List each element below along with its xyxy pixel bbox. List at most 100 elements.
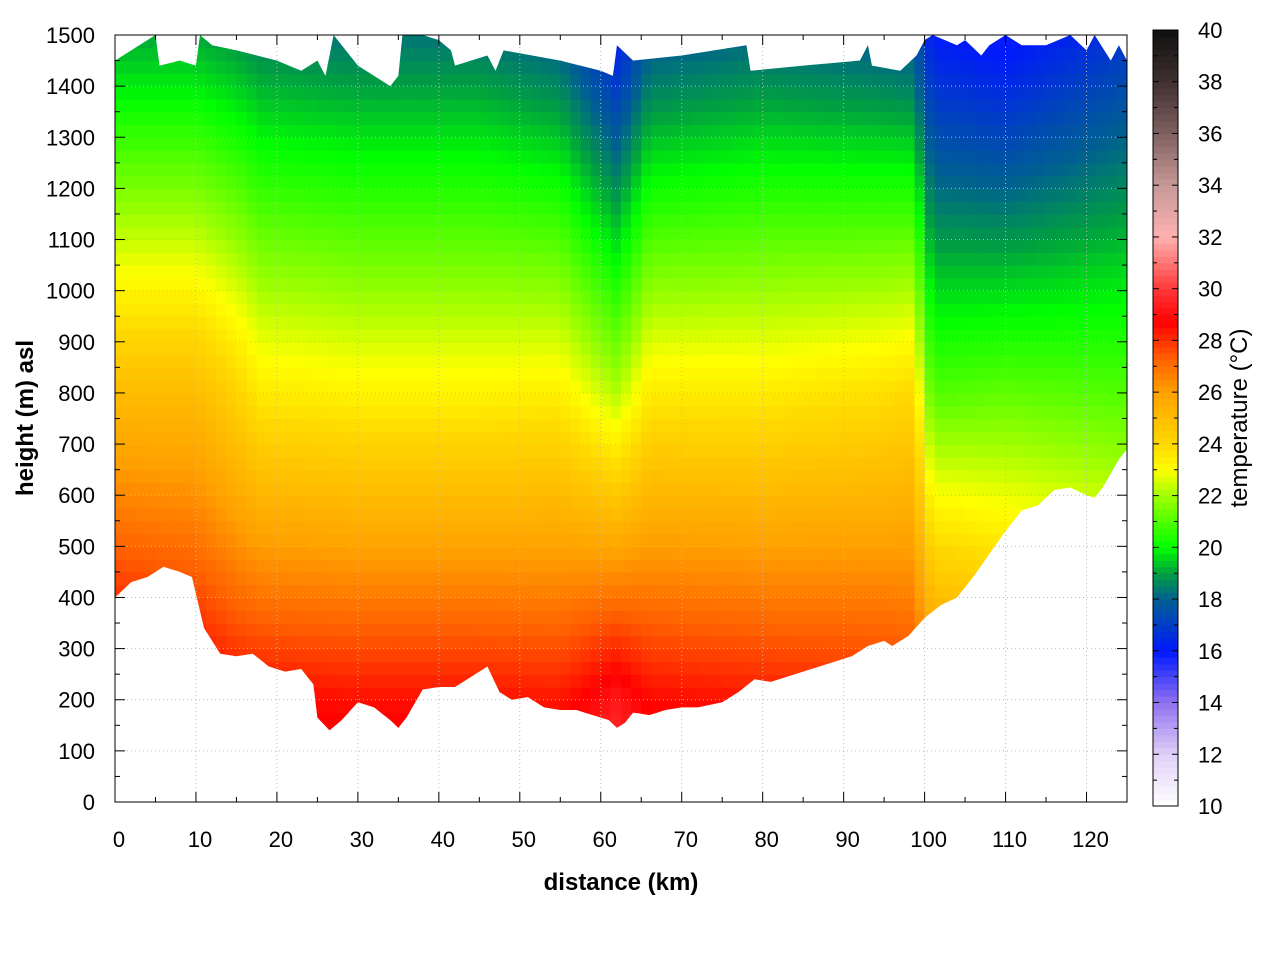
heatmap-cell xyxy=(125,687,136,700)
heatmap-cell xyxy=(864,482,875,495)
heatmap-cell xyxy=(206,176,217,189)
heatmap-cell xyxy=(915,214,926,227)
heatmap-cell xyxy=(550,700,561,713)
heatmap-cell xyxy=(965,495,976,508)
heatmap-cell xyxy=(277,176,288,189)
heatmap-cell xyxy=(874,163,885,176)
heatmap-cell xyxy=(651,99,662,112)
heatmap-cell xyxy=(935,431,946,444)
heatmap-cell xyxy=(803,137,814,150)
heatmap-cell xyxy=(206,355,217,368)
heatmap-cell xyxy=(176,546,187,559)
heatmap-cell xyxy=(226,125,237,138)
heatmap-cell xyxy=(995,137,1006,150)
heatmap-cell xyxy=(409,495,420,508)
heatmap-cell xyxy=(935,342,946,355)
heatmap-cell xyxy=(884,150,895,163)
heatmap-cell xyxy=(257,201,268,214)
heatmap-cell xyxy=(378,137,389,150)
heatmap-cell xyxy=(904,508,915,521)
heatmap-cell xyxy=(570,610,581,623)
heatmap-cell xyxy=(803,534,814,547)
heatmap-cell xyxy=(196,661,207,674)
heatmap-cell xyxy=(530,636,541,649)
heatmap-cell xyxy=(449,35,460,48)
heatmap-cell xyxy=(773,214,784,227)
heatmap-cell xyxy=(409,393,420,406)
heatmap-cell xyxy=(935,572,946,585)
heatmap-cell xyxy=(510,86,521,99)
heatmap-cell xyxy=(236,35,247,48)
heatmap-cell xyxy=(419,125,430,138)
heatmap-cell xyxy=(277,112,288,125)
heatmap-cell xyxy=(419,265,430,278)
heatmap-cell xyxy=(338,99,349,112)
heatmap-cell xyxy=(854,559,865,572)
heatmap-cell xyxy=(489,687,500,700)
heatmap-cell xyxy=(216,406,227,419)
heatmap-cell xyxy=(479,163,490,176)
heatmap-cell xyxy=(520,687,531,700)
heatmap-cell xyxy=(955,86,966,99)
heatmap-cell xyxy=(560,278,571,291)
heatmap-cell xyxy=(975,252,986,265)
heatmap-cell xyxy=(307,393,318,406)
heatmap-cell xyxy=(206,508,217,521)
heatmap-cell xyxy=(449,572,460,585)
heatmap-cell xyxy=(742,534,753,547)
heatmap-cell xyxy=(702,508,713,521)
heatmap-cell xyxy=(813,240,824,253)
heatmap-cell xyxy=(317,316,328,329)
heatmap-cell xyxy=(955,125,966,138)
heatmap-cell xyxy=(803,150,814,163)
heatmap-cell xyxy=(803,572,814,585)
heatmap-cell xyxy=(925,546,936,559)
heatmap-cell xyxy=(489,214,500,227)
heatmap-cell xyxy=(236,355,247,368)
heatmap-cell xyxy=(732,457,743,470)
heatmap-cell xyxy=(864,73,875,86)
heatmap-cell xyxy=(995,623,1006,636)
heatmap-cell xyxy=(904,636,915,649)
heatmap-cell xyxy=(510,521,521,534)
heatmap-cell xyxy=(500,150,511,163)
heatmap-cell xyxy=(844,419,855,432)
heatmap-cell xyxy=(439,380,450,393)
heatmap-cell xyxy=(803,125,814,138)
heatmap-cell xyxy=(864,623,875,636)
heatmap-cell xyxy=(297,278,308,291)
heatmap-cell xyxy=(1006,86,1017,99)
heatmap-cell xyxy=(540,176,551,189)
heatmap-cell xyxy=(196,508,207,521)
heatmap-cell xyxy=(216,367,227,380)
heatmap-cell xyxy=(793,457,804,470)
heatmap-cell xyxy=(894,265,905,278)
heatmap-cell xyxy=(145,572,156,585)
heatmap-cell xyxy=(783,610,794,623)
heatmap-cell xyxy=(226,457,237,470)
heatmap-cell xyxy=(449,303,460,316)
heatmap-cell xyxy=(469,431,480,444)
heatmap-cell xyxy=(560,367,571,380)
heatmap-cell xyxy=(631,342,642,355)
heatmap-cell xyxy=(965,470,976,483)
heatmap-cell xyxy=(226,559,237,572)
heatmap-cell xyxy=(419,73,430,86)
heatmap-cell xyxy=(560,406,571,419)
heatmap-cell xyxy=(115,393,126,406)
heatmap-cell xyxy=(793,661,804,674)
heatmap-cell xyxy=(1016,687,1027,700)
heatmap-cell xyxy=(479,559,490,572)
heatmap-cell xyxy=(783,291,794,304)
heatmap-cell xyxy=(995,700,1006,713)
heatmap-cell xyxy=(125,661,136,674)
heatmap-cell xyxy=(500,355,511,368)
heatmap-cell xyxy=(793,265,804,278)
heatmap-cell xyxy=(510,201,521,214)
heatmap-cell xyxy=(307,444,318,457)
heatmap-cell xyxy=(156,316,167,329)
heatmap-cell xyxy=(753,125,764,138)
heatmap-cell xyxy=(1006,649,1017,662)
heatmap-cell xyxy=(247,48,258,61)
heatmap-cell xyxy=(297,355,308,368)
